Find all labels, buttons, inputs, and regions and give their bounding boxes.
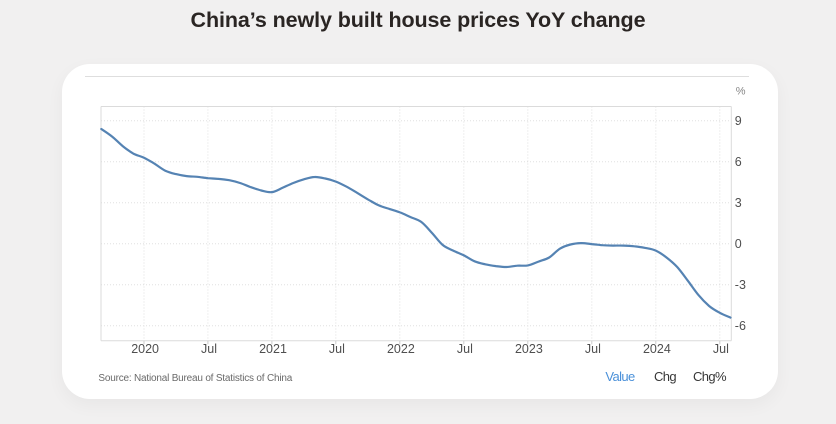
svg-text:Jul: Jul — [585, 342, 601, 356]
svg-text:Jul: Jul — [201, 342, 217, 356]
svg-text:9: 9 — [735, 114, 742, 128]
svg-text:2020: 2020 — [131, 342, 159, 356]
svg-text:0: 0 — [735, 237, 742, 251]
svg-text:Jul: Jul — [713, 342, 729, 356]
svg-text:2022: 2022 — [387, 342, 415, 356]
svg-text:-3: -3 — [735, 278, 746, 292]
svg-text:6: 6 — [735, 155, 742, 169]
svg-text:2023: 2023 — [515, 342, 543, 356]
svg-text:2024: 2024 — [643, 342, 671, 356]
svg-text:3: 3 — [735, 196, 742, 210]
svg-text:-6: -6 — [735, 319, 746, 333]
svg-text:2021: 2021 — [259, 342, 287, 356]
svg-text:Jul: Jul — [329, 342, 345, 356]
svg-text:%: % — [736, 85, 746, 97]
svg-text:Jul: Jul — [457, 342, 473, 356]
